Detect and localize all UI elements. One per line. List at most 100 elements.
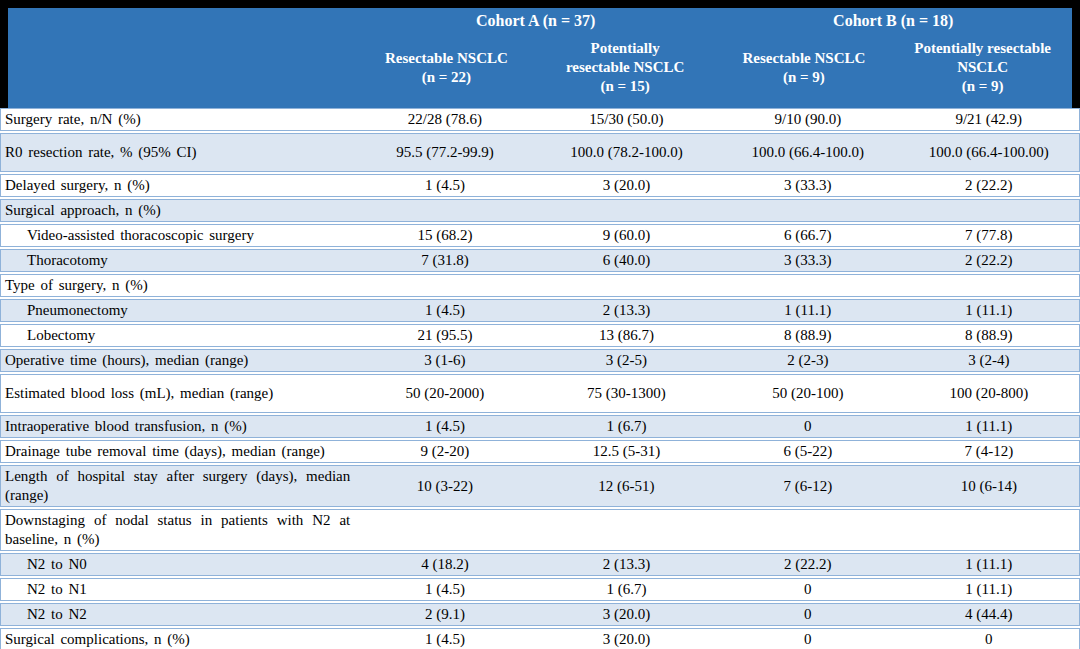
row-label: Delayed surgery, n (%) <box>0 174 354 197</box>
row-label: Surgical approach, n (%) <box>0 199 354 222</box>
top-frame-bar <box>0 0 1080 8</box>
cell-value: 3 (20.0) <box>536 628 717 649</box>
table-row: Video-assisted thoracoscopic surgery15 (… <box>0 224 1080 247</box>
cell-value: 9/21 (42.9) <box>899 108 1080 131</box>
table-row: Estimated blood loss (mL), median (range… <box>0 374 1080 413</box>
cell-value: 22/28 (78.6) <box>354 108 535 131</box>
cell-value: 100.0 (66.4-100.00) <box>899 133 1080 172</box>
cell-value: 1 (11.1) <box>899 299 1080 322</box>
table-row: N2 to N04 (18.2)2 (13.3)2 (22.2)1 (11.1) <box>0 553 1080 576</box>
cell-value <box>536 509 717 551</box>
column-header-potentially-b: Potentially resectable NSCLC (n = 9) <box>893 39 1072 100</box>
cell-value: 12 (6-51) <box>536 465 717 507</box>
row-label: Pneumonectomy <box>0 299 354 322</box>
cell-value <box>899 199 1080 222</box>
cell-value: 1 (11.1) <box>717 299 898 322</box>
table-row: Operative time (hours), median (range)3 … <box>0 349 1080 372</box>
cell-value: 15/30 (50.0) <box>536 108 717 131</box>
cell-value: 6 (66.7) <box>717 224 898 247</box>
cell-value: 1 (6.7) <box>536 415 717 438</box>
row-label: N2 to N0 <box>0 553 354 576</box>
table-row: Downstaging of nodal status in patients … <box>0 509 1080 551</box>
cell-value <box>536 274 717 297</box>
table-row: Thoracotomy7 (31.8)6 (40.0)3 (33.3)2 (22… <box>0 249 1080 272</box>
row-label: Type of surgery, n (%) <box>0 274 354 297</box>
table-row: Surgery rate, n/N (%)22/28 (78.6)15/30 (… <box>0 108 1080 131</box>
cell-value: 6 (40.0) <box>536 249 717 272</box>
cell-value: 9 (2-20) <box>354 440 535 463</box>
table-row: Length of hospital stay after surgery (d… <box>0 465 1080 507</box>
cell-value: 1 (11.1) <box>899 415 1080 438</box>
cell-value: 1 (4.5) <box>354 578 535 601</box>
cell-value: 2 (22.2) <box>717 553 898 576</box>
cell-value: 1 (4.5) <box>354 415 535 438</box>
cell-value: 3 (33.3) <box>717 249 898 272</box>
cell-value: 0 <box>717 578 898 601</box>
row-label: N2 to N2 <box>0 603 354 626</box>
cell-value: 75 (30-1300) <box>536 374 717 413</box>
row-label: Video-assisted thoracoscopic surgery <box>0 224 354 247</box>
row-label: Operative time (hours), median (range) <box>0 349 354 372</box>
cell-value: 15 (68.2) <box>354 224 535 247</box>
column-header-resectable-b: Resectable NSCLC (n = 9) <box>714 49 893 91</box>
cohort-b-title: Cohort B (n = 18) <box>714 11 1072 31</box>
cell-value: 1 (6.7) <box>536 578 717 601</box>
cell-value: 0 <box>717 603 898 626</box>
cell-value: 4 (18.2) <box>354 553 535 576</box>
cell-value <box>354 274 535 297</box>
cell-value: 8 (88.9) <box>717 324 898 347</box>
cell-value: 2 (2-3) <box>717 349 898 372</box>
cell-value: 12.5 (5-31) <box>536 440 717 463</box>
row-label: Surgical complications, n (%) <box>0 628 354 649</box>
table-row: Drainage tube removal time (days), media… <box>0 440 1080 463</box>
table-row: N2 to N22 (9.1)3 (20.0)04 (44.4) <box>0 603 1080 626</box>
column-header-row: Resectable NSCLC (n = 22) Potentially re… <box>8 31 1072 108</box>
cell-value: 9/10 (90.0) <box>717 108 898 131</box>
cell-value <box>717 509 898 551</box>
cell-value: 21 (95.5) <box>354 324 535 347</box>
table-row: Type of surgery, n (%) <box>0 274 1080 297</box>
cell-value: 100.0 (66.4-100.0) <box>717 133 898 172</box>
row-label: Lobectomy <box>0 324 354 347</box>
cell-value: 3 (2-5) <box>536 349 717 372</box>
cell-value: 3 (20.0) <box>536 174 717 197</box>
row-label: Thoracotomy <box>0 249 354 272</box>
cell-value: 1 (11.1) <box>899 553 1080 576</box>
outcomes-table-page: Cohort A (n = 37) Cohort B (n = 18) Rese… <box>0 0 1080 649</box>
cell-value: 6 (5-22) <box>717 440 898 463</box>
cell-value: 50 (20-2000) <box>354 374 535 413</box>
cohort-a-title: Cohort A (n = 37) <box>357 11 715 31</box>
cell-value <box>536 199 717 222</box>
row-label: Downstaging of nodal status in patients … <box>0 509 354 551</box>
table-header: Cohort A (n = 37) Cohort B (n = 18) Rese… <box>8 8 1072 108</box>
cell-value: 100.0 (78.2-100.0) <box>536 133 717 172</box>
table-row: R0 resection rate, % (95% CI)95.5 (77.2-… <box>0 133 1080 172</box>
table-header-frame: Cohort A (n = 37) Cohort B (n = 18) Rese… <box>0 8 1080 108</box>
table-row: Lobectomy21 (95.5)13 (86.7)8 (88.9)8 (88… <box>0 324 1080 347</box>
table-row: Surgical complications, n (%)1 (4.5)3 (2… <box>0 628 1080 649</box>
row-label: Drainage tube removal time (days), media… <box>0 440 354 463</box>
header-spacer <box>8 11 357 31</box>
cell-value: 2 (9.1) <box>354 603 535 626</box>
row-label: N2 to N1 <box>0 578 354 601</box>
cell-value: 3 (20.0) <box>536 603 717 626</box>
cell-value: 2 (13.3) <box>536 299 717 322</box>
cell-value: 3 (33.3) <box>717 174 898 197</box>
cell-value <box>899 509 1080 551</box>
row-label: Length of hospital stay after surgery (d… <box>0 465 354 507</box>
cell-value: 50 (20-100) <box>717 374 898 413</box>
cell-value: 9 (60.0) <box>536 224 717 247</box>
cell-value: 8 (88.9) <box>899 324 1080 347</box>
row-label: Estimated blood loss (mL), median (range… <box>0 374 354 413</box>
cell-value <box>717 199 898 222</box>
table-row: Delayed surgery, n (%)1 (4.5)3 (20.0)3 (… <box>0 174 1080 197</box>
table-row: Surgical approach, n (%) <box>0 199 1080 222</box>
cell-value: 0 <box>717 628 898 649</box>
cell-value: 3 (1-6) <box>354 349 535 372</box>
cell-value: 100 (20-800) <box>899 374 1080 413</box>
cohort-title-row: Cohort A (n = 37) Cohort B (n = 18) <box>8 8 1072 31</box>
cell-value <box>899 274 1080 297</box>
table-row: Pneumonectomy1 (4.5)2 (13.3)1 (11.1)1 (1… <box>0 299 1080 322</box>
cell-value <box>717 274 898 297</box>
cell-value: 7 (6-12) <box>717 465 898 507</box>
